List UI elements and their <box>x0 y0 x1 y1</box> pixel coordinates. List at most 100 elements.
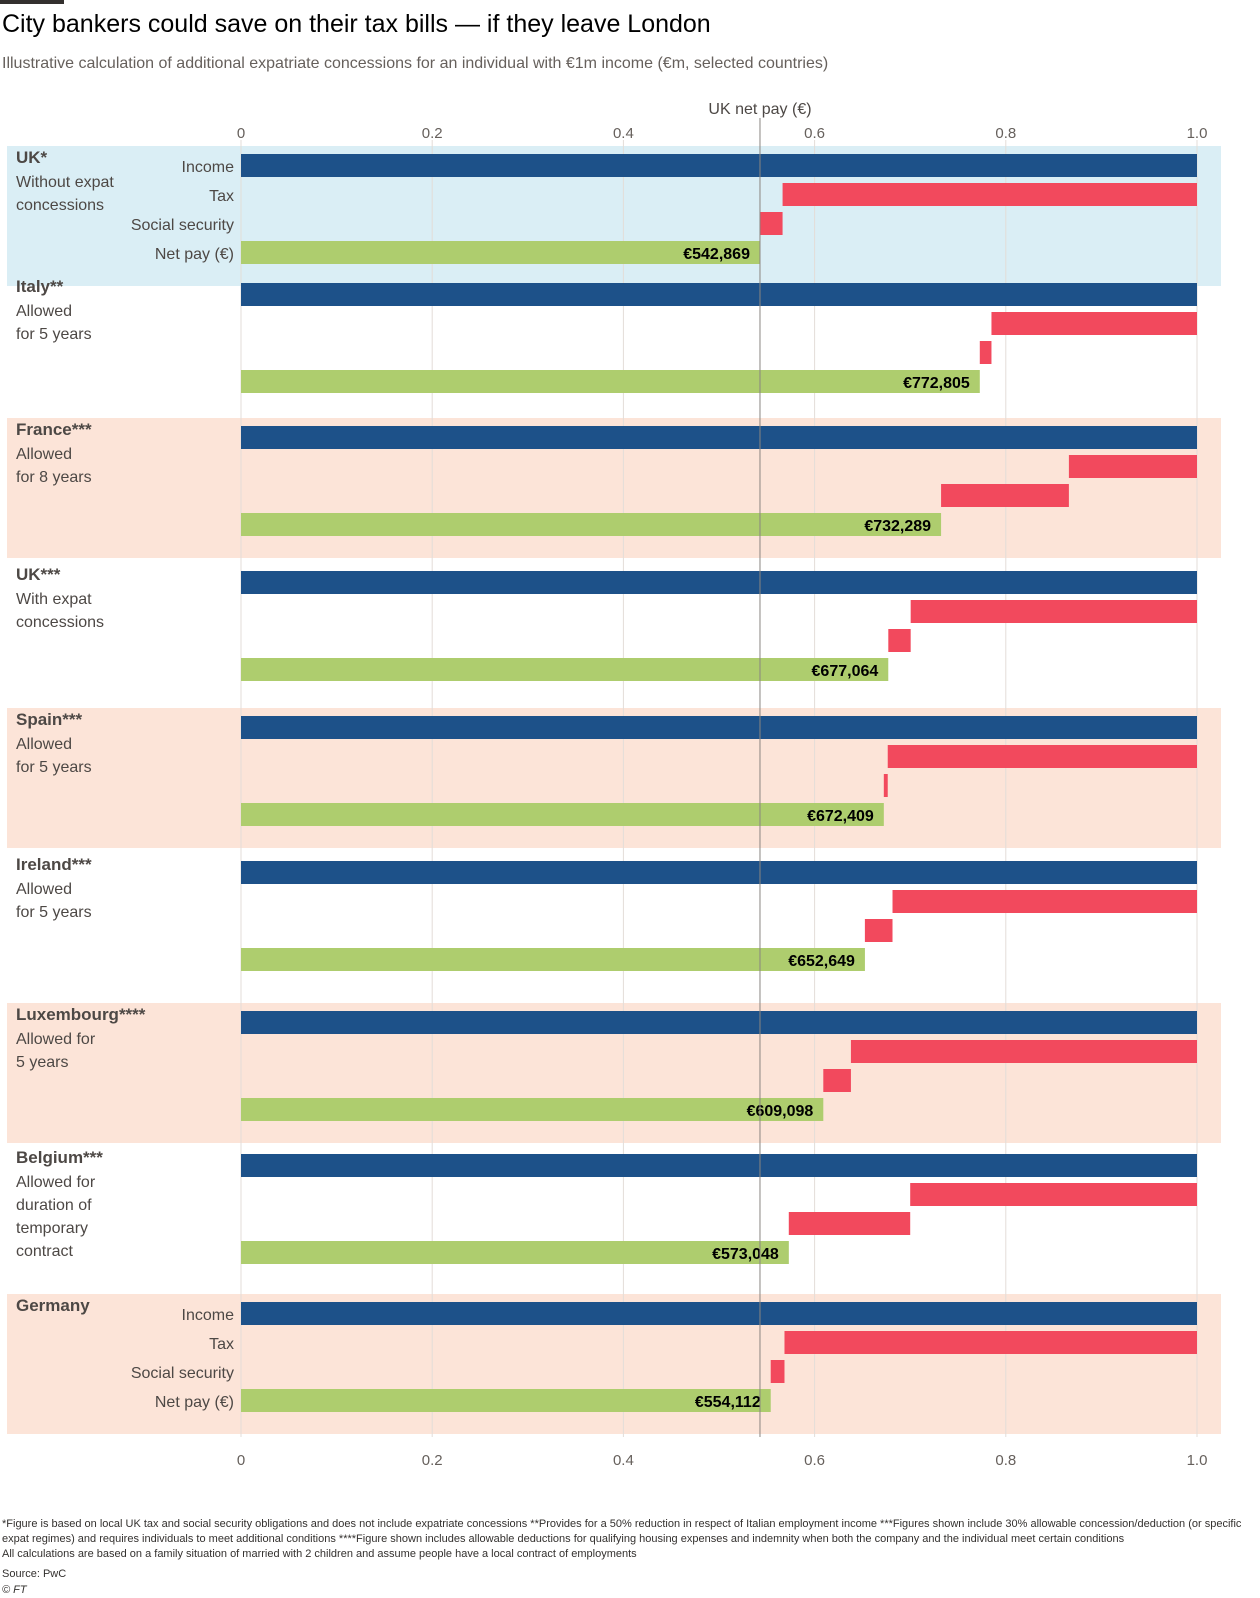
country-label: Spain*** <box>16 710 83 729</box>
net-pay-bar <box>241 1241 789 1264</box>
net-pay-bar <box>241 370 980 393</box>
country-label: Ireland*** <box>16 855 92 874</box>
chart-title: City bankers could save on their tax bil… <box>2 10 711 38</box>
social-security-bar <box>823 1069 851 1092</box>
country-description: Without expat <box>16 174 114 191</box>
social-security-bar <box>760 212 783 235</box>
net-pay-bar <box>241 803 884 826</box>
footnotes: *Figure is based on local UK tax and soc… <box>2 1517 1242 1562</box>
copyright: © FT <box>2 1584 27 1596</box>
row-label: Income <box>182 159 235 176</box>
net-pay-value-label: €542,869 <box>683 246 750 263</box>
x-tick-label-top: 0.6 <box>804 125 825 142</box>
income-bar <box>241 1011 1197 1034</box>
row-label: Net pay (€) <box>155 246 234 263</box>
country-label: Italy** <box>16 277 64 296</box>
x-tick-label-bottom: 0 <box>237 1452 245 1469</box>
ft-top-rule <box>0 0 64 4</box>
country-label: France*** <box>16 420 92 439</box>
social-security-bar <box>788 1212 911 1235</box>
country-description: duration of <box>16 1197 92 1214</box>
country-description: Allowed for <box>16 1174 96 1191</box>
waterfall-chart: 0 0 0.2 0.2 0.4 0.4 0.6 0.6 0.8 0.8 1.0 1.0 €542,869… <box>7 101 1221 1469</box>
social-security-bar <box>941 484 1069 507</box>
tax-bar <box>887 745 1197 768</box>
tax-bar <box>784 1331 1197 1354</box>
country-description: 5 years <box>16 1054 68 1071</box>
tax-bar <box>910 600 1197 623</box>
x-tick-label-top: 0.2 <box>422 125 443 142</box>
net-pay-value-label: €554,112 <box>695 1394 761 1411</box>
social-security-bar <box>888 629 911 652</box>
country-description: temporary <box>16 1220 88 1237</box>
footnote-note: All calculations are based on a family s… <box>2 1548 637 1560</box>
x-tick-label-top: 0 <box>237 125 245 142</box>
reference-line-label: UK net pay (€) <box>708 101 811 118</box>
net-pay-value-label: €609,098 <box>747 1103 814 1120</box>
x-tick-label-top: 0.8 <box>995 125 1016 142</box>
income-bar <box>241 1154 1197 1177</box>
income-bar <box>241 154 1197 177</box>
source-credit: Source: PwC <box>2 1568 67 1580</box>
income-bar <box>241 716 1197 739</box>
net-pay-bar <box>241 513 942 536</box>
country-description: Allowed <box>16 736 72 753</box>
income-bar <box>241 571 1197 594</box>
row-label: Tax <box>209 1336 234 1353</box>
tax-bar <box>850 1040 1197 1063</box>
country-description: for 5 years <box>16 326 92 343</box>
net-pay-value-label: €573,048 <box>712 1246 779 1263</box>
row-label: Net pay (€) <box>155 1394 234 1411</box>
x-tick-label-bottom: 0.8 <box>995 1452 1016 1469</box>
country-description: concessions <box>16 197 104 214</box>
country-description: contract <box>16 1243 73 1260</box>
net-pay-bar <box>241 1098 824 1121</box>
social-security-bar <box>883 774 888 797</box>
income-bar <box>241 1302 1197 1325</box>
country-description: concessions <box>16 614 104 631</box>
net-pay-bar <box>241 241 760 264</box>
x-tick-label-top: 0.4 <box>613 125 634 142</box>
x-tick-label-top: 1.0 <box>1187 125 1208 142</box>
row-label: Income <box>182 1307 235 1324</box>
net-pay-bar <box>241 658 889 681</box>
row-label: Tax <box>209 188 234 205</box>
income-bar <box>241 861 1197 884</box>
country-label: UK*** <box>16 565 61 584</box>
country-description: for 5 years <box>16 759 92 776</box>
country-description: Allowed <box>16 446 72 463</box>
x-tick-label-bottom: 0.6 <box>804 1452 825 1469</box>
social-security-bar <box>979 341 992 364</box>
country-description: Allowed <box>16 303 72 320</box>
net-pay-value-label: €652,649 <box>788 953 855 970</box>
social-security-bar <box>770 1360 785 1383</box>
net-pay-value-label: €672,409 <box>807 808 874 825</box>
country-label: Germany <box>16 1296 90 1315</box>
country-label: Luxembourg**** <box>16 1005 146 1024</box>
tax-bar <box>782 183 1197 206</box>
social-security-bar <box>864 919 893 942</box>
x-tick-label-bottom: 1.0 <box>1187 1452 1208 1469</box>
tax-bar <box>1068 455 1197 478</box>
net-pay-value-label: €772,805 <box>903 375 970 392</box>
x-tick-label-bottom: 0.4 <box>613 1452 634 1469</box>
footnote-text: *Figure is based on local UK tax and soc… <box>2 1518 1242 1545</box>
income-bar <box>241 426 1197 449</box>
row-label: Social security <box>131 1365 234 1382</box>
net-pay-bar <box>241 948 865 971</box>
x-tick-label-bottom: 0.2 <box>422 1452 443 1469</box>
country-description: With expat <box>16 591 92 608</box>
net-pay-bar <box>241 1389 771 1412</box>
tax-bar <box>991 312 1197 335</box>
country-label: Belgium*** <box>16 1148 103 1167</box>
country-description: Allowed for <box>16 1031 96 1048</box>
net-pay-value-label: €732,289 <box>864 518 931 535</box>
income-bar <box>241 283 1197 306</box>
country-label: UK* <box>16 148 48 167</box>
country-description: Allowed <box>16 881 72 898</box>
chart-subtitle: Illustrative calculation of additional e… <box>2 55 829 72</box>
row-label: Social security <box>131 217 234 234</box>
tax-bar <box>892 890 1197 913</box>
country-description: for 8 years <box>16 469 92 486</box>
net-pay-value-label: €677,064 <box>812 663 879 680</box>
